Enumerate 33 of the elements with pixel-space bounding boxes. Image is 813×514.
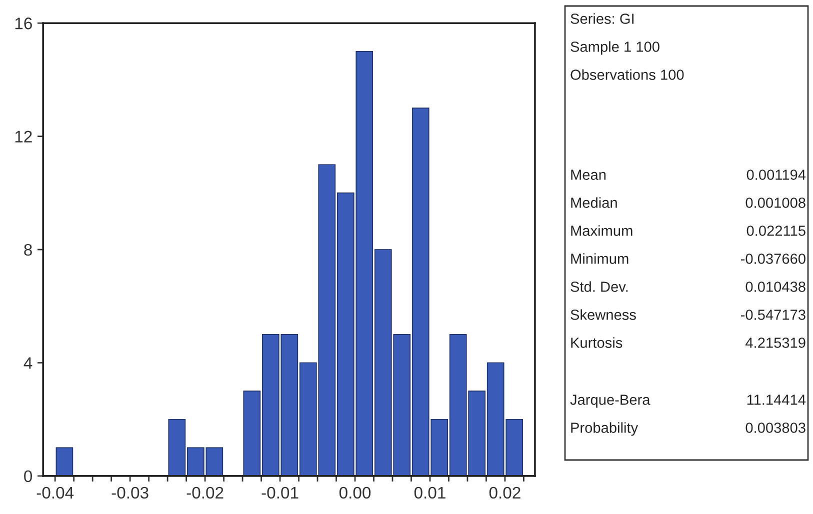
text: Series: GI (570, 13, 634, 24)
text: 0.022115 (746, 226, 806, 236)
x-tick-label: -0.01 (262, 486, 298, 499)
y-tick-label: 12 (15, 130, 32, 142)
text: Maximum (571, 225, 632, 236)
y-tick-label: 4 (24, 357, 32, 369)
text: 11.14414 (747, 394, 806, 405)
x-tick-label: -0.03 (112, 486, 148, 499)
y-tick-label: 8 (24, 244, 32, 256)
text: Jarque-Bera (570, 394, 650, 408)
text: Std. Dev. (570, 281, 628, 292)
x-tick-label: -0.04 (36, 486, 74, 499)
text: -0.037660 (740, 254, 806, 264)
text: Minimum (571, 253, 628, 264)
text: 4.215319 (746, 338, 806, 348)
text: -0.547173 (740, 310, 806, 320)
text: Probability (571, 422, 638, 436)
text: Observations 100 (570, 69, 684, 80)
text: Mean (571, 170, 606, 180)
text: Median (571, 197, 617, 208)
text: Kurtosis (571, 337, 622, 348)
x-tick-label: -0.02 (186, 486, 224, 499)
text: 0.003803 (746, 422, 806, 433)
text: 0.001008 (746, 198, 806, 208)
text: 0.001194 (746, 170, 806, 180)
text: 0.010438 (746, 282, 806, 292)
x-tick-label: 0.02 (489, 486, 520, 499)
x-tick-label: 0.01 (414, 486, 446, 499)
text: Sample 1 100 (570, 41, 660, 55)
y-tick-label: 16 (15, 18, 32, 30)
x-tick-label: 0.00 (339, 486, 371, 499)
text: Skewness (570, 309, 636, 320)
y-tick-label: 0 (24, 470, 32, 482)
